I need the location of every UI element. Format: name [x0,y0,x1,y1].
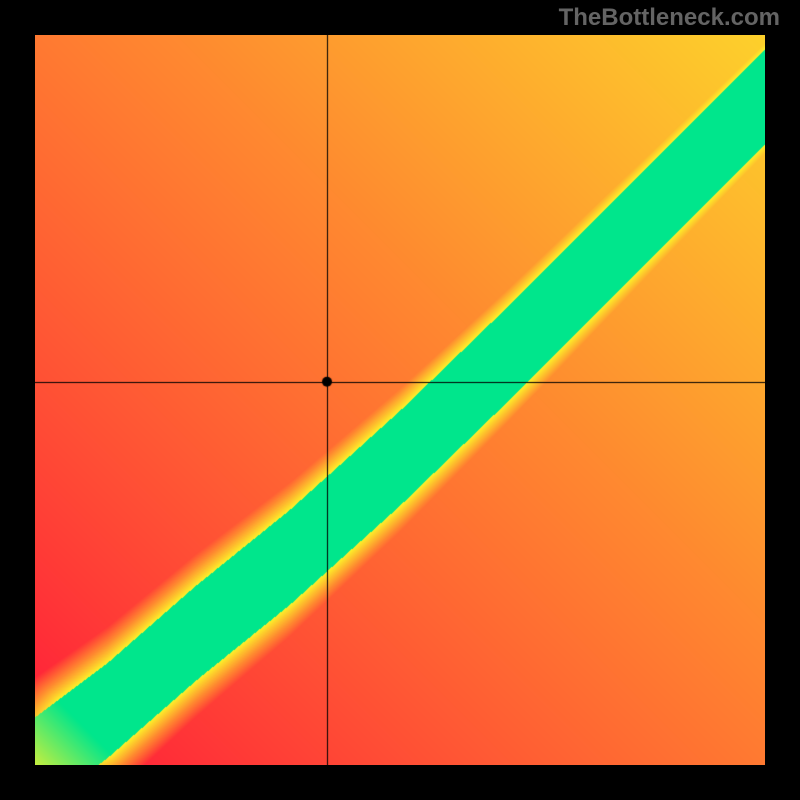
chart-container: TheBottleneck.com [0,0,800,800]
bottleneck-heatmap-canvas [35,35,765,765]
watermark-text: TheBottleneck.com [559,4,780,32]
